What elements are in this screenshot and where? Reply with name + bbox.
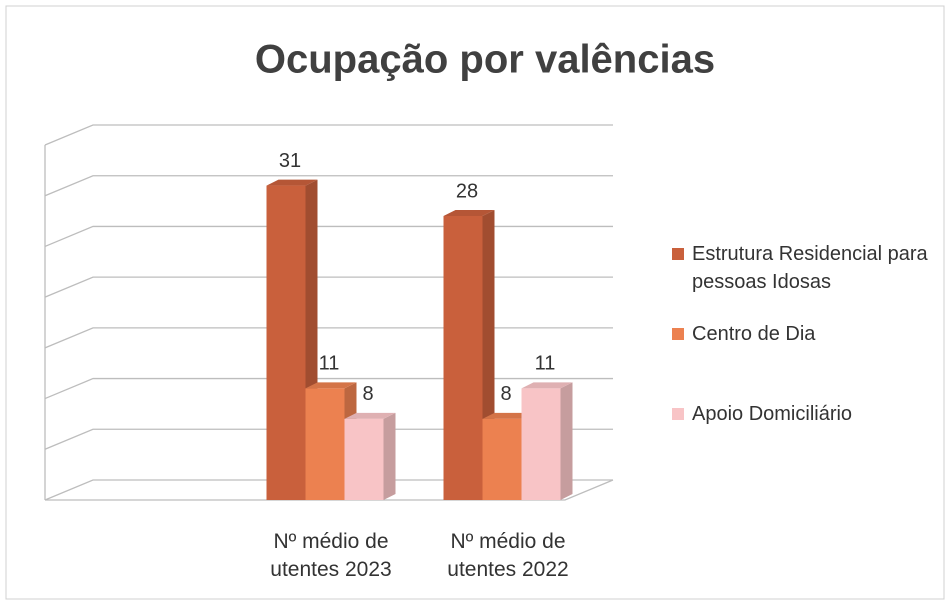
legend-swatch [672,408,684,420]
grid-line [44,428,613,450]
grid-line [44,175,613,197]
legend-item: Centro de Dia [672,320,942,348]
grid-line [44,276,613,298]
data-label: 31 [279,150,301,172]
bar-front [305,388,345,500]
legend-label: Estrutura Residencial para pessoas Idosa… [692,243,928,293]
bar-front [344,418,384,500]
x-tick-label: Nº médio de utentes 2023 [270,530,392,581]
x-tick-label: Nº médio de utentes 2022 [447,530,569,581]
data-label: 11 [319,353,340,375]
bar-side [560,382,573,500]
bar-front [266,185,306,501]
bar-top [266,179,318,186]
grid-line [44,225,613,248]
chart-title: Ocupação por valências [255,38,715,82]
bar-top [521,382,573,389]
bar-top [305,382,357,389]
bar-top [482,412,534,419]
bar-front [443,216,483,500]
grid-line [44,327,613,349]
grid-line [44,377,613,400]
data-label: 28 [456,180,478,202]
bar [521,382,573,500]
grid-line [44,124,613,146]
grid-line [44,479,613,501]
data-label: 11 [535,353,556,375]
floor [45,479,614,501]
legend-item: Apoio Domiciliário [672,400,942,428]
data-label: 8 [500,383,511,405]
bar-side [383,412,396,500]
bar-front [482,418,522,500]
bar-top [344,412,396,419]
legend-swatch [672,248,684,260]
data-label: 8 [362,383,373,405]
bar-top [443,210,495,216]
bar [344,412,396,500]
legend-swatch [672,328,684,340]
legend-item: Estrutura Residencial para pessoas Idosa… [672,240,942,296]
bar-front [521,388,561,500]
legend-label: Apoio Domiciliário [692,403,853,425]
legend-label: Centro de Dia [692,323,816,345]
